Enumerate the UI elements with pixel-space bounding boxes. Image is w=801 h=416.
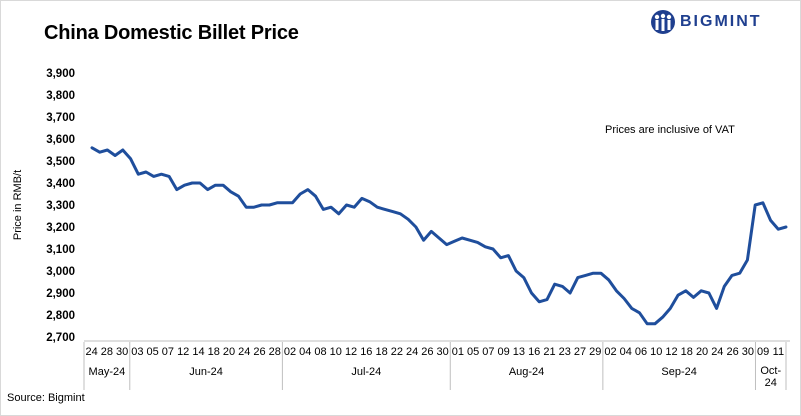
x-tick-label: 09: [757, 346, 769, 358]
y-tick-label: 3,700: [46, 112, 75, 124]
bigmint-logo: BIGMINT: [650, 9, 762, 35]
x-tick-label: 16: [528, 346, 540, 358]
x-tick-label: 18: [375, 346, 387, 358]
y-tick-label: 3,900: [46, 68, 75, 80]
x-tick-label: 08: [314, 346, 326, 358]
y-tick-label: 3,200: [46, 222, 75, 234]
x-tick-label: 05: [147, 346, 159, 358]
x-tick-label: 14: [192, 346, 204, 358]
x-tick-label: 18: [681, 346, 693, 358]
x-tick-label: 13: [513, 346, 525, 358]
y-tick-label: 3,300: [46, 200, 75, 212]
month-label: Oct-24: [760, 365, 781, 389]
x-tick-label: 16: [360, 346, 372, 358]
x-tick-label: 20: [223, 346, 235, 358]
x-tick-label: 20: [696, 346, 708, 358]
chart-title: China Domestic Billet Price: [44, 22, 299, 44]
month-groups: May-24 Jun-24 Jul-24 Aug-24 Sep-24 Oct-24: [83, 342, 787, 390]
x-tick-label: 07: [162, 346, 174, 358]
source-note: Source: Bigmint: [7, 392, 85, 404]
x-tick-label: 24: [238, 346, 250, 358]
y-tick-label: 3,000: [46, 266, 75, 278]
x-tick-label: 18: [208, 346, 220, 358]
x-tick-label: 29: [589, 346, 601, 358]
x-tick-label: 04: [299, 346, 311, 358]
y-tick-label: 3,800: [46, 90, 75, 102]
y-tick-label: 2,900: [46, 288, 75, 300]
x-tick-label: 23: [559, 346, 571, 358]
x-tick-label: 24: [711, 346, 723, 358]
x-tick-label: 06: [635, 346, 647, 358]
x-tick-label: 10: [330, 346, 342, 358]
x-tick-label: 03: [131, 346, 143, 358]
x-tick-label: 10: [650, 346, 662, 358]
y-axis-labels: 2,700 2,800 2,900 3,000 3,100 3,200 3,300 3,400…: [46, 68, 75, 344]
x-axis-labels: 24 28 30 03 05 07 12 14 18 20 24 26 28 02 04 08 10 12 16 18…: [86, 346, 785, 358]
x-tick-label: 28: [101, 346, 113, 358]
x-tick-label: 26: [253, 346, 265, 358]
y-axis-title: Price in RMB/t: [12, 170, 24, 240]
month-label: Sep-24: [661, 366, 696, 378]
x-tick-label: 12: [345, 346, 357, 358]
x-tick-label: 02: [284, 346, 296, 358]
x-tick-label: 26: [726, 346, 738, 358]
x-tick-label: 22: [391, 346, 403, 358]
x-tick-label: 28: [269, 346, 281, 358]
y-tick-label: 3,100: [46, 244, 75, 256]
month-label: May-24: [89, 366, 126, 378]
vat-annotation: Prices are inclusive of VAT: [605, 124, 735, 136]
month-label: Aug-24: [509, 366, 544, 378]
x-tick-label: 30: [116, 346, 128, 358]
x-tick-label: 26: [421, 346, 433, 358]
y-tick-label: 3,600: [46, 134, 75, 146]
y-tick-label: 3,400: [46, 178, 75, 190]
x-tick-label: 30: [742, 346, 754, 358]
x-tick-label: 30: [437, 346, 449, 358]
x-tick-label: 27: [574, 346, 586, 358]
bigmint-logo-icon: [651, 10, 675, 34]
price-series-line: [90, 146, 788, 326]
y-tick-label: 2,700: [46, 332, 75, 344]
x-tick-label: 01: [452, 346, 464, 358]
x-tick-label: 07: [482, 346, 494, 358]
x-tick-label: 09: [498, 346, 510, 358]
x-tick-label: 02: [604, 346, 616, 358]
y-tick-label: 3,500: [46, 156, 75, 168]
x-tick-label: 11: [773, 346, 784, 358]
x-tick-label: 12: [177, 346, 189, 358]
bigmint-logo-text: BIGMINT: [680, 13, 762, 30]
x-tick-label: 24: [86, 346, 98, 358]
x-tick-label: 04: [620, 346, 632, 358]
x-tick-label: 12: [665, 346, 677, 358]
month-label: Jul-24: [351, 366, 381, 378]
month-label: Jun-24: [189, 366, 223, 378]
y-tick-label: 2,800: [46, 310, 75, 322]
x-tick-label: 24: [406, 346, 418, 358]
x-tick-label: 21: [543, 346, 555, 358]
x-tick-label: 05: [467, 346, 479, 358]
